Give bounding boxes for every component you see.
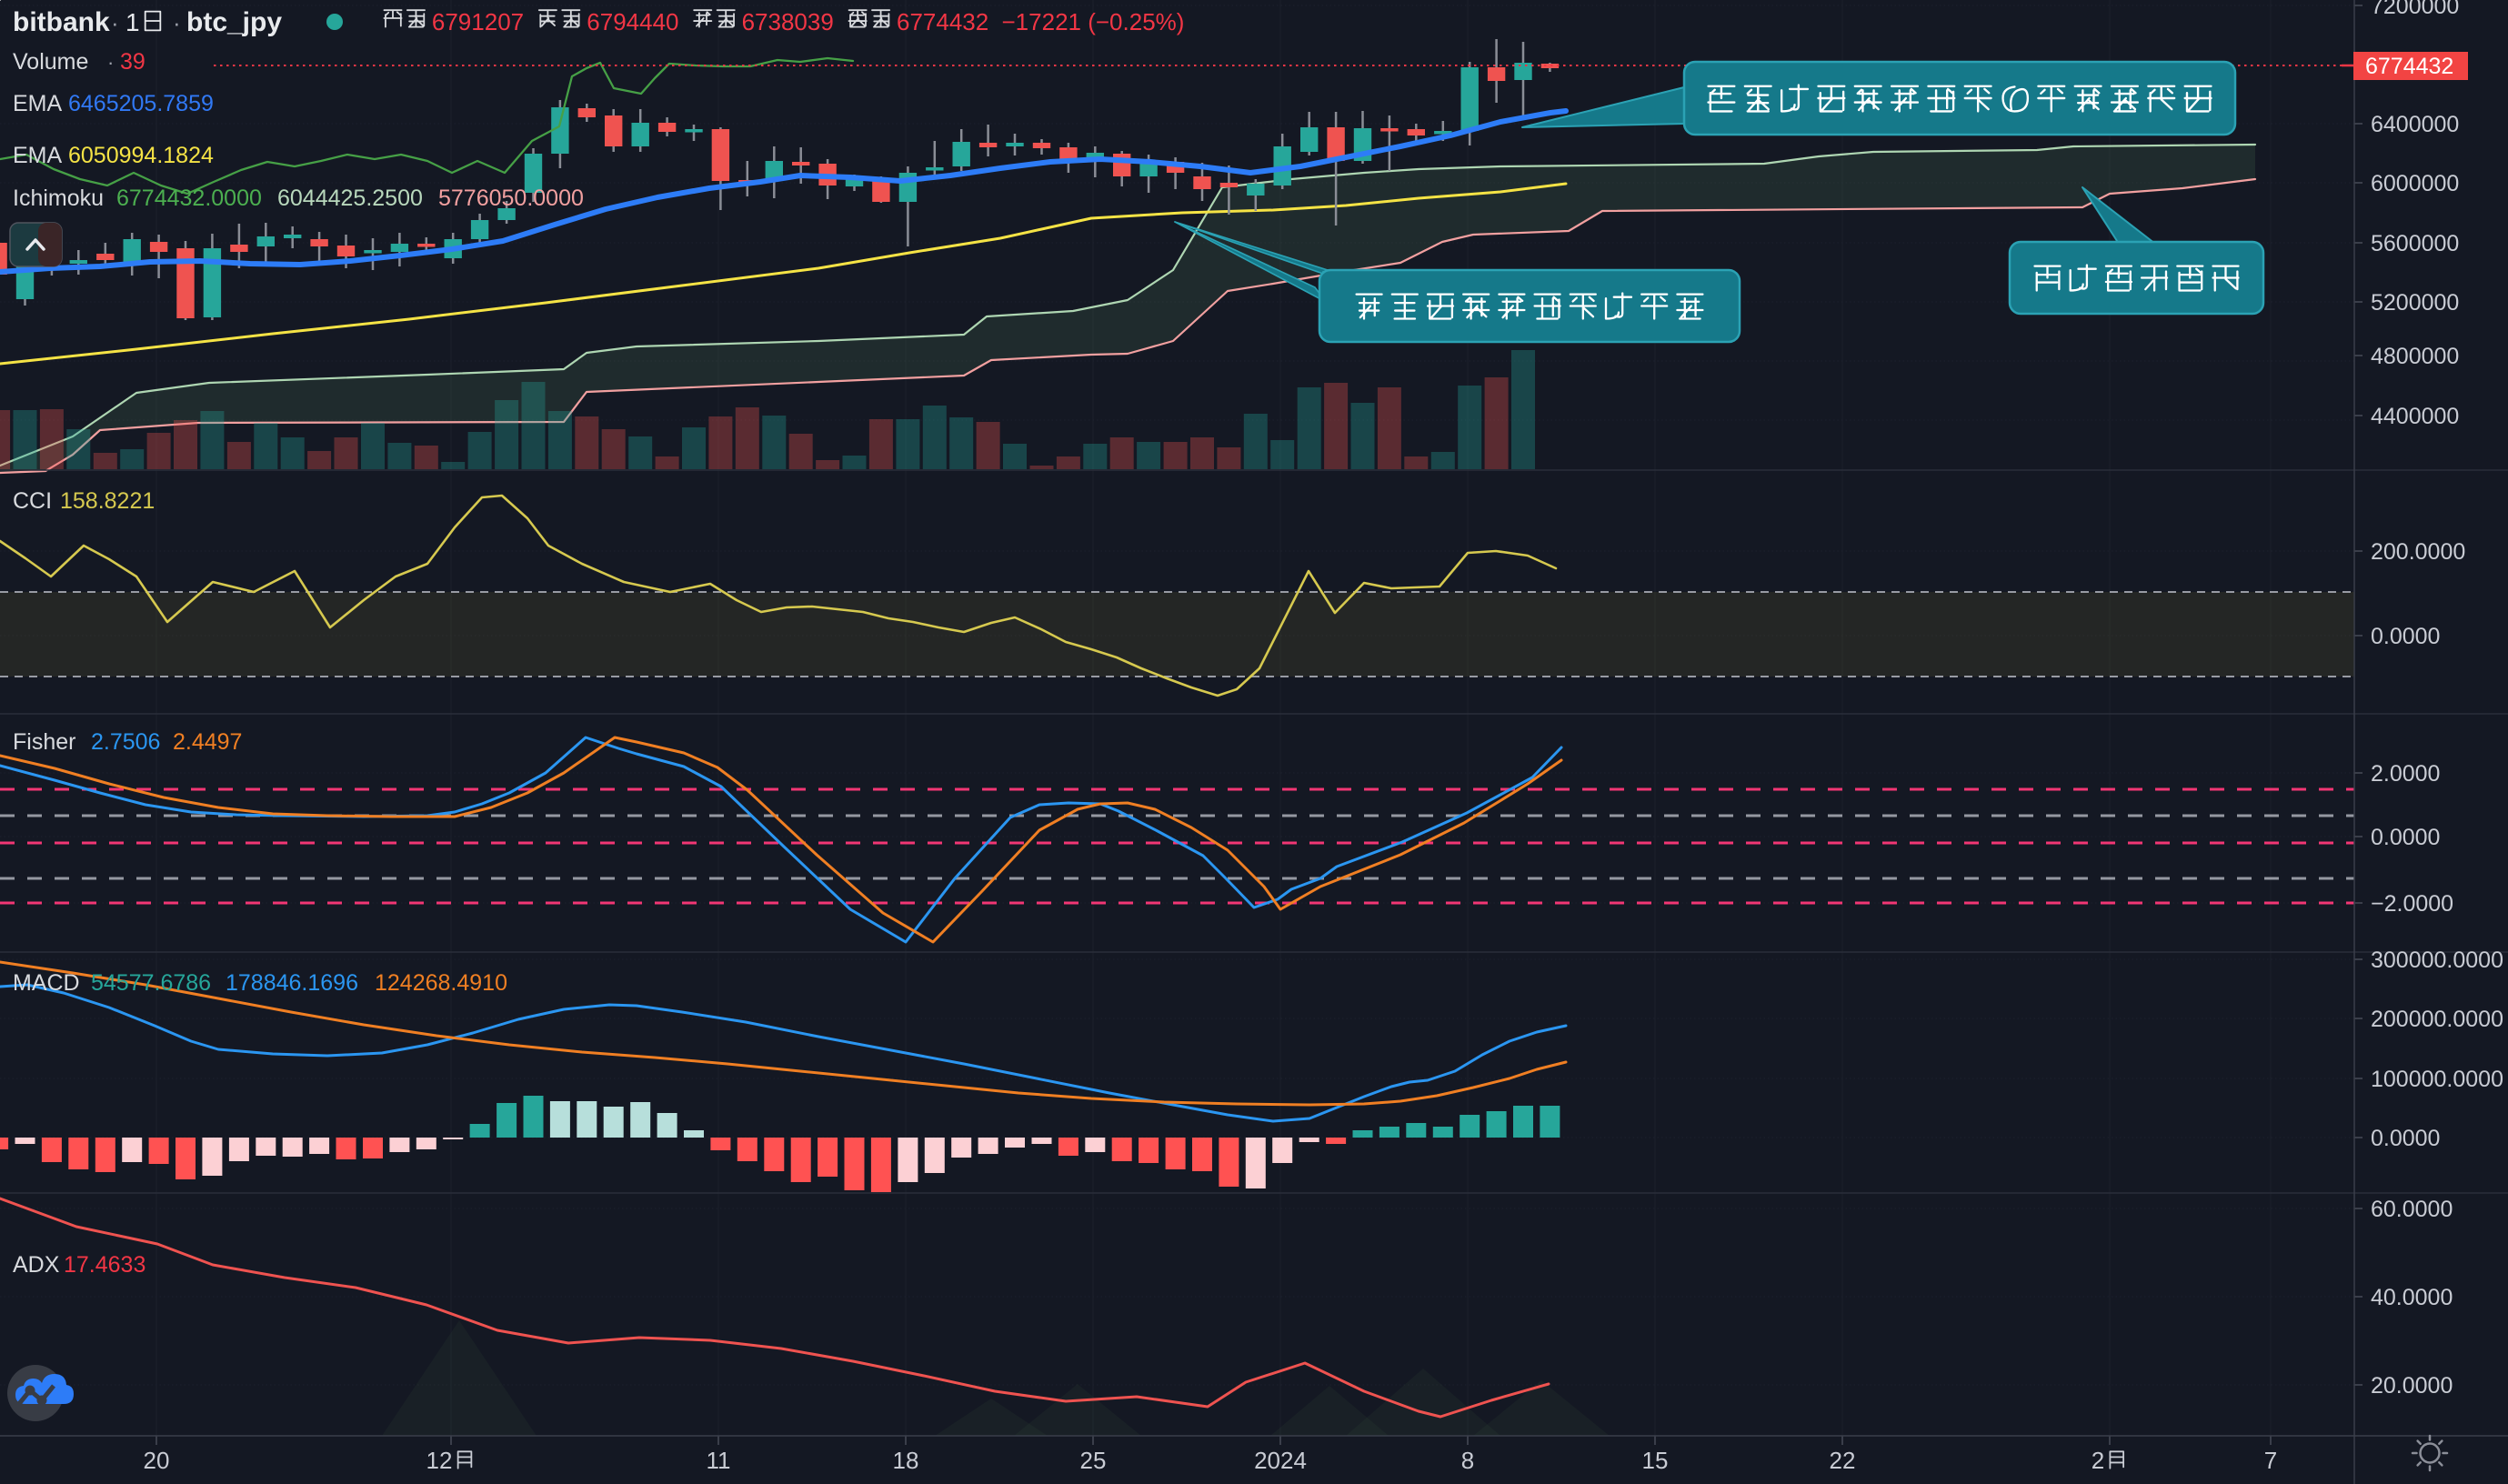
svg-text:·: · — [111, 9, 119, 36]
svg-text:5200000: 5200000 — [2371, 290, 2459, 316]
svg-text:−2.0000: −2.0000 — [2371, 891, 2453, 917]
svg-text:MACD: MACD — [13, 970, 80, 996]
svg-text:5776050.0000: 5776050.0000 — [438, 186, 584, 211]
svg-text:15: 15 — [1642, 1447, 1669, 1474]
svg-text:4400000: 4400000 — [2371, 404, 2459, 429]
svg-text:20.0000: 20.0000 — [2371, 1373, 2453, 1399]
svg-text:btc_jpy: btc_jpy — [186, 7, 282, 37]
svg-text:0.0000: 0.0000 — [2371, 825, 2440, 850]
svg-text:20: 20 — [144, 1447, 170, 1474]
svg-text:22: 22 — [1830, 1447, 1856, 1474]
svg-text:300000.0000: 300000.0000 — [2371, 948, 2503, 973]
svg-text:6400000: 6400000 — [2371, 112, 2459, 137]
svg-text:178846.1696: 178846.1696 — [226, 970, 358, 996]
svg-text:100000.0000: 100000.0000 — [2371, 1067, 2503, 1092]
svg-text:5600000: 5600000 — [2371, 231, 2459, 256]
svg-text:18: 18 — [893, 1447, 919, 1474]
svg-text:6774432.0000: 6774432.0000 — [116, 186, 262, 211]
svg-text:6794440: 6794440 — [587, 8, 678, 35]
svg-text:6044425.2500: 6044425.2500 — [277, 186, 423, 211]
svg-text:40.0000: 40.0000 — [2371, 1285, 2453, 1310]
svg-text:2: 2 — [2092, 1447, 2104, 1474]
svg-text:7200000: 7200000 — [2371, 0, 2459, 19]
svg-text:ADX: ADX — [13, 1252, 60, 1278]
svg-text:7: 7 — [2264, 1447, 2277, 1474]
svg-text:200.0000: 200.0000 — [2371, 539, 2465, 565]
svg-text:Fisher: Fisher — [13, 729, 75, 755]
svg-text:2.4497: 2.4497 — [173, 729, 242, 755]
svg-text:8: 8 — [1461, 1447, 1474, 1474]
svg-text:17.4633: 17.4633 — [64, 1252, 145, 1278]
svg-text:6791207: 6791207 — [432, 8, 524, 35]
svg-text:EMA: EMA — [13, 91, 63, 116]
svg-text:1: 1 — [125, 8, 140, 36]
svg-text:6738039: 6738039 — [742, 8, 834, 35]
svg-text:60.0000: 60.0000 — [2371, 1197, 2453, 1222]
svg-text:CCI: CCI — [13, 488, 52, 514]
svg-text:124268.4910: 124268.4910 — [375, 970, 507, 996]
svg-text:·: · — [173, 9, 181, 36]
svg-text:2024: 2024 — [1254, 1447, 1307, 1474]
svg-text:−17221 (−0.25%): −17221 (−0.25%) — [1002, 8, 1185, 35]
svg-text:0.0000: 0.0000 — [2371, 1126, 2440, 1151]
svg-text:6000000: 6000000 — [2371, 171, 2459, 196]
svg-text:11: 11 — [707, 1447, 731, 1474]
svg-text:6774432: 6774432 — [2365, 54, 2453, 79]
svg-text:4800000: 4800000 — [2371, 344, 2459, 369]
svg-text:6774432: 6774432 — [897, 8, 988, 35]
svg-text:6465205.7859: 6465205.7859 — [68, 91, 214, 116]
svg-text:25: 25 — [1080, 1447, 1107, 1474]
svg-text:Volume: Volume — [13, 49, 88, 75]
svg-text:39: 39 — [120, 49, 145, 75]
svg-text:158.8221: 158.8221 — [60, 488, 155, 514]
svg-text:2.0000: 2.0000 — [2371, 761, 2440, 787]
svg-text:12: 12 — [426, 1447, 453, 1474]
svg-text:EMA: EMA — [13, 143, 63, 168]
svg-text:0.0000: 0.0000 — [2371, 624, 2440, 649]
svg-text:bitbank: bitbank — [13, 7, 110, 37]
svg-text:2.7506: 2.7506 — [91, 729, 160, 755]
svg-text:Ichimoku: Ichimoku — [13, 186, 104, 211]
svg-text:·: · — [107, 51, 114, 74]
svg-text:54577.6786: 54577.6786 — [91, 970, 211, 996]
svg-text:6050994.1824: 6050994.1824 — [68, 143, 214, 168]
svg-text:200000.0000: 200000.0000 — [2371, 1007, 2503, 1032]
